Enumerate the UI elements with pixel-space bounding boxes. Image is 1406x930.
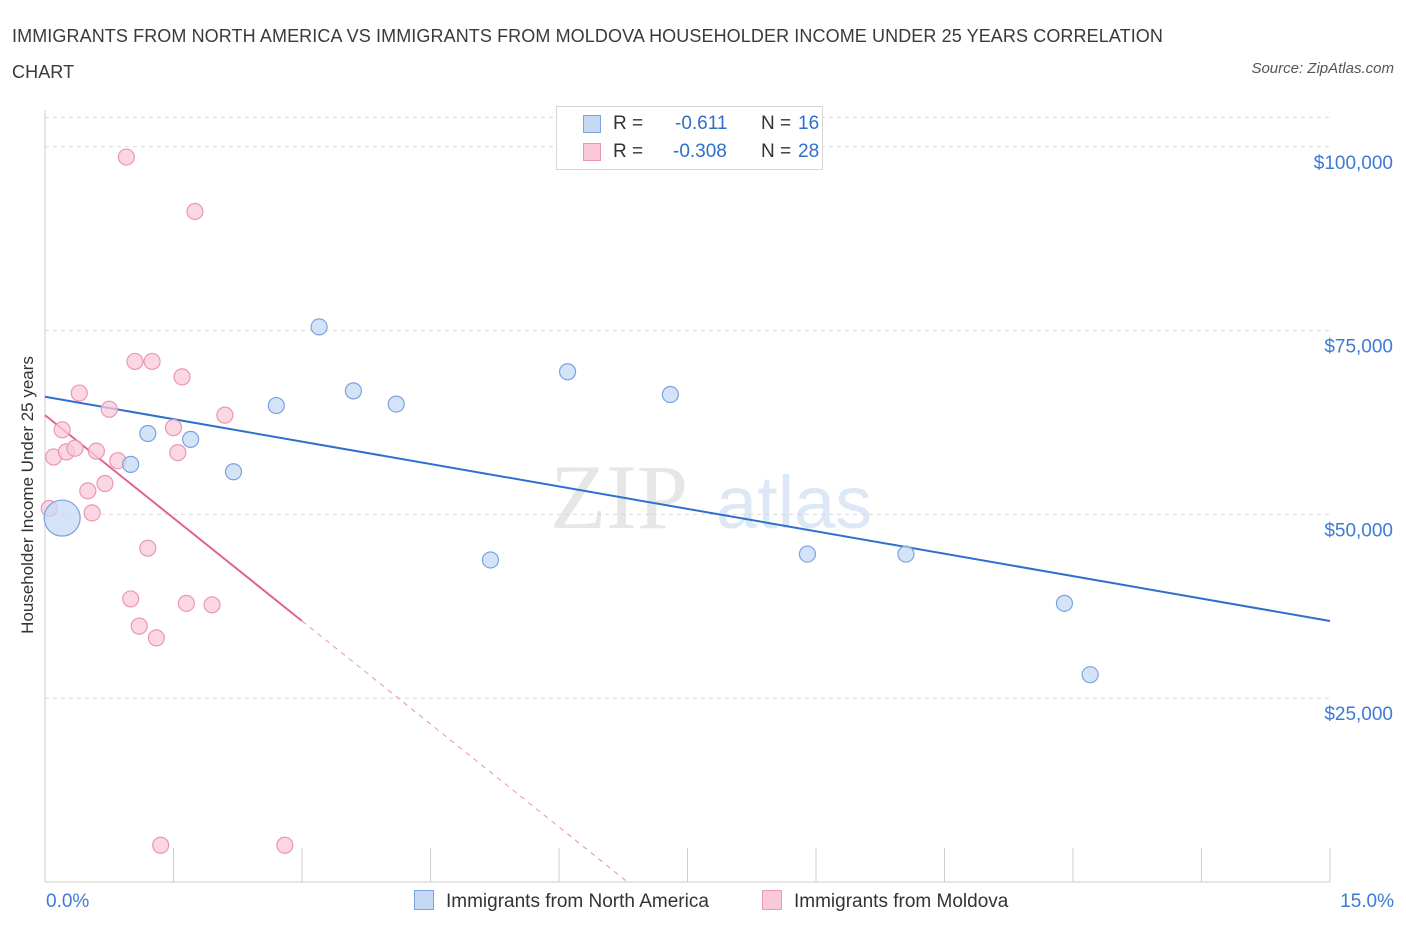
source-credit: Source: ZipAtlas.com	[1251, 60, 1394, 77]
point-north-america	[798, 545, 817, 563]
point-moldova	[53, 421, 71, 439]
point-moldova	[147, 629, 165, 647]
point-moldova	[70, 384, 88, 402]
bottom-legend-north-america: Immigrants from North America	[414, 890, 709, 913]
point-moldova	[83, 504, 101, 522]
point-moldova	[139, 539, 157, 557]
point-moldova	[152, 836, 170, 854]
point-north-america	[122, 455, 140, 473]
point-moldova	[186, 202, 204, 221]
legend-swatch-blue	[583, 115, 601, 133]
point-moldova	[276, 836, 294, 854]
point-moldova	[169, 444, 187, 462]
point-moldova	[173, 368, 191, 386]
point-moldova	[122, 590, 140, 608]
bottom-legend-swatch-blue	[414, 890, 434, 910]
point-moldova	[203, 596, 221, 614]
data-points	[40, 148, 1099, 854]
legend-r-label: R =	[613, 141, 644, 162]
point-moldova	[100, 400, 118, 418]
point-north-america	[43, 499, 81, 537]
bottom-legend-moldova: Immigrants from Moldova	[762, 890, 1008, 913]
point-north-america	[558, 363, 577, 381]
y-tick-labels: $25,000 $50,000 $75,000 $100,000	[1314, 153, 1393, 725]
point-moldova	[117, 148, 135, 166]
trend-line-moldova	[44, 414, 303, 622]
point-north-america	[897, 545, 915, 563]
point-north-america	[267, 396, 285, 415]
axes	[44, 110, 1331, 883]
bottom-legend-swatch-pink	[762, 890, 782, 910]
legend-r-value: -0.611	[675, 113, 728, 134]
point-north-america	[481, 551, 500, 569]
point-north-america	[661, 385, 679, 404]
legend-r-label: R =	[613, 113, 644, 134]
point-moldova	[126, 352, 144, 371]
legend-n-label: N =	[761, 141, 792, 162]
point-north-america	[344, 382, 362, 400]
point-moldova	[87, 442, 106, 460]
correlation-legend: R = -0.611 N = 16 R = -0.308 N = 28	[556, 106, 823, 170]
x-tick-label-min: 0.0%	[46, 891, 90, 912]
point-moldova	[143, 352, 161, 371]
point-north-america	[224, 463, 243, 481]
chart-title: IMMIGRANTS FROM NORTH AMERICA VS IMMIGRA…	[12, 26, 1164, 82]
y-tick-label: $100,000	[1314, 153, 1393, 174]
point-moldova	[79, 482, 97, 500]
watermark-atlas: atlas	[716, 461, 872, 544]
y-tick-label: $50,000	[1324, 520, 1393, 541]
point-north-america	[387, 395, 405, 413]
x-tick-label-max: 15.0%	[1340, 891, 1394, 912]
legend-n-value: 16	[798, 113, 820, 134]
point-moldova	[164, 419, 183, 437]
point-north-america	[182, 430, 200, 448]
gridlines	[45, 116, 1330, 699]
point-moldova	[130, 617, 148, 635]
point-moldova	[216, 406, 234, 424]
trend-line-moldova-extension	[301, 620, 628, 883]
y-tick-label: $75,000	[1324, 337, 1393, 358]
legend-n-value: 28	[798, 141, 820, 162]
point-north-america	[1081, 666, 1099, 684]
legend-r-value: -0.308	[673, 141, 727, 162]
point-moldova	[66, 439, 84, 457]
trend-lines	[44, 395, 1331, 883]
point-north-america	[1055, 594, 1074, 612]
trend-line-north-america	[44, 395, 1331, 622]
y-tick-label: $25,000	[1324, 704, 1393, 725]
point-north-america	[310, 318, 328, 336]
point-moldova	[177, 594, 195, 612]
legend-n-label: N =	[761, 113, 792, 134]
legend-swatch-pink	[583, 143, 601, 161]
bottom-legend-label-moldova: Immigrants from Moldova	[794, 891, 1009, 912]
bottom-legend-label-north-america: Immigrants from North America	[446, 891, 709, 912]
point-moldova	[96, 474, 114, 493]
point-north-america	[139, 424, 157, 443]
